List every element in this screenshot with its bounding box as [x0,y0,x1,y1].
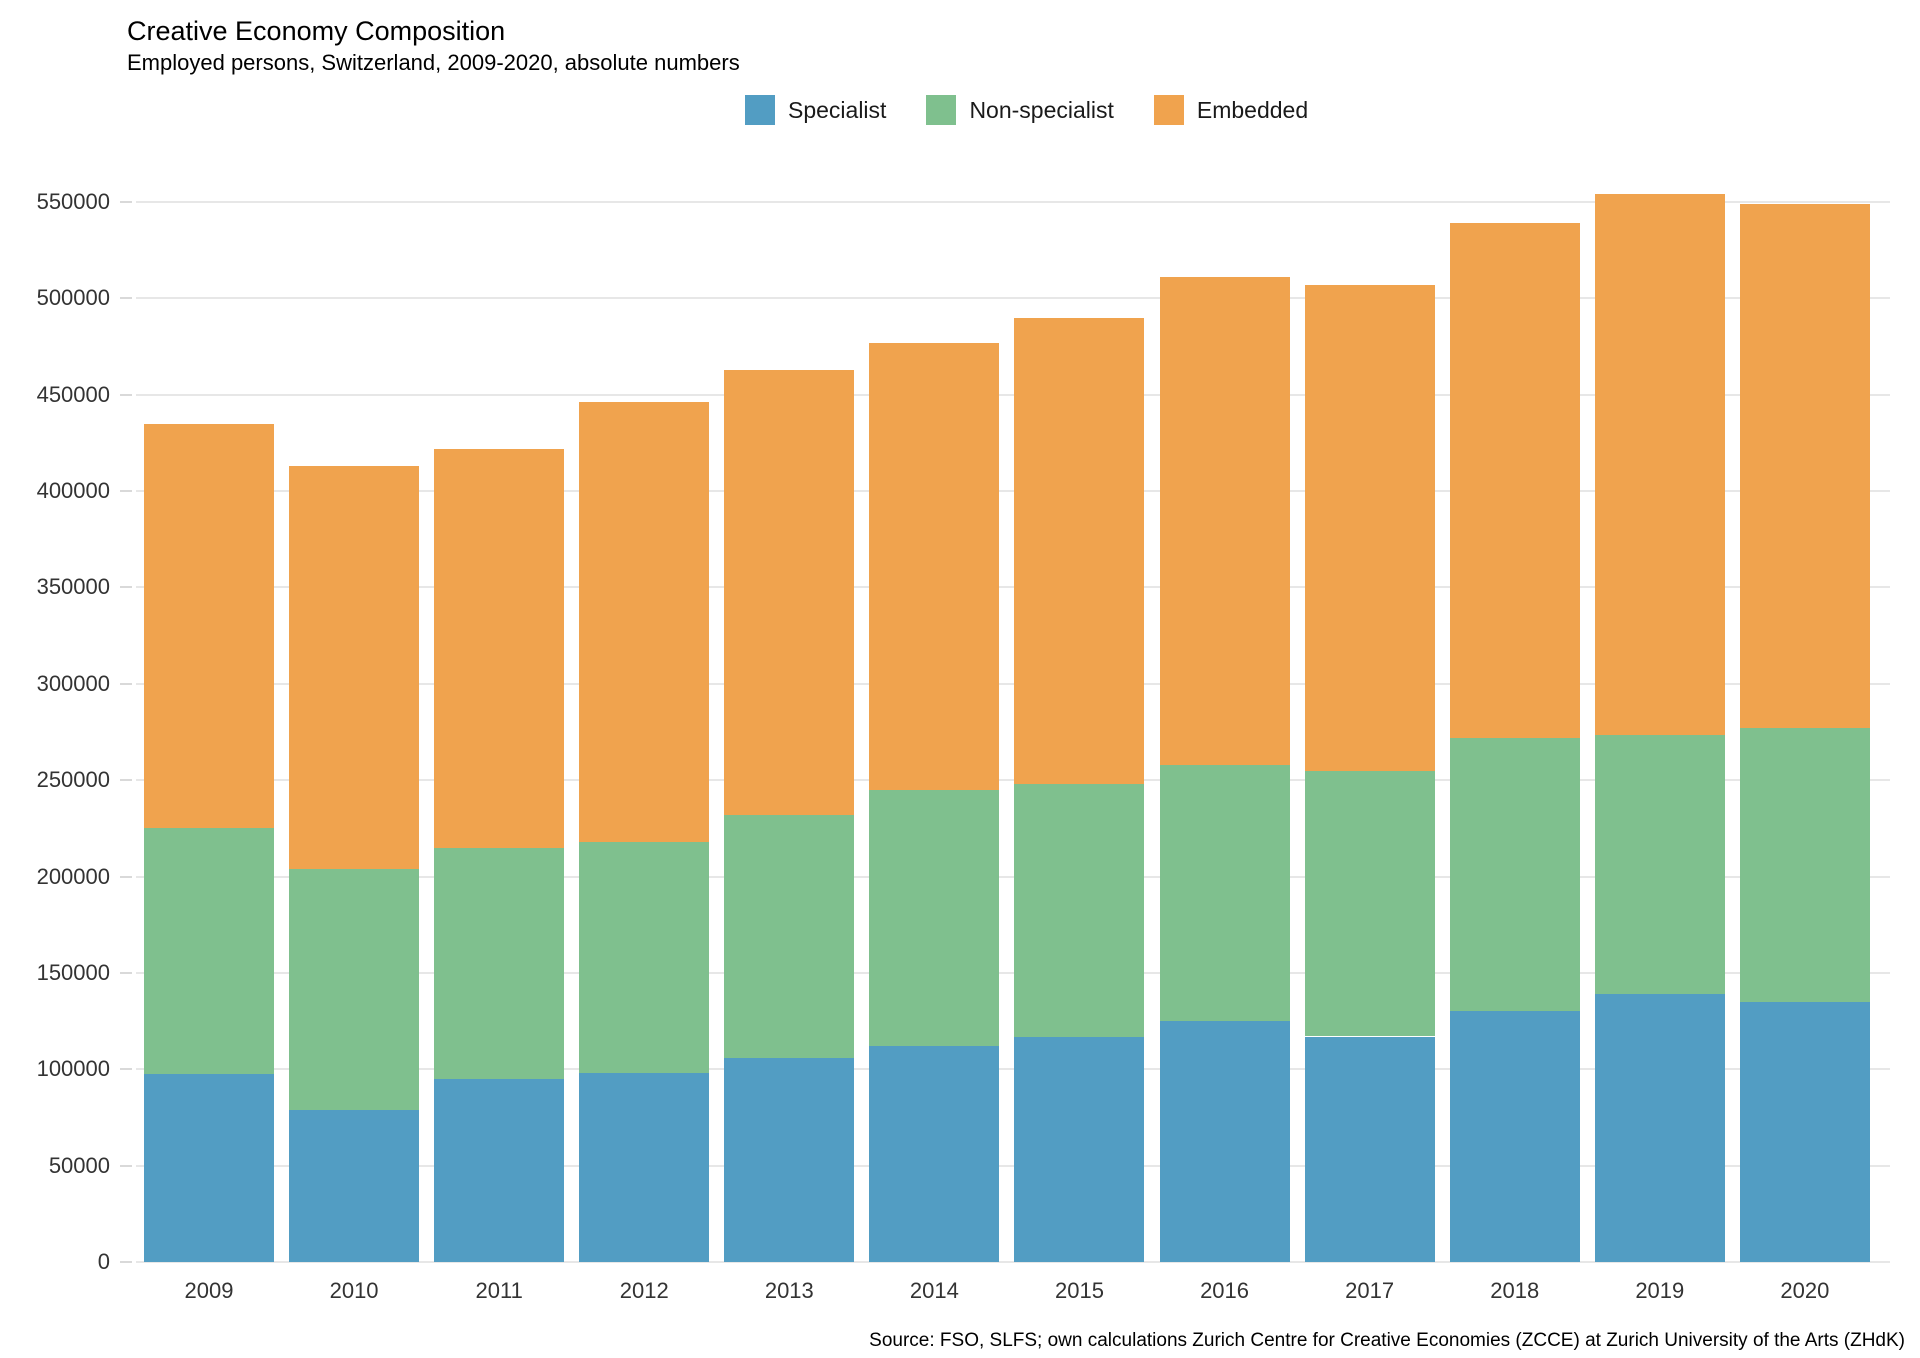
bar-2014-embedded [869,342,1000,790]
x-tick-label-2018: 2018 [1490,1278,1540,1303]
legend-swatch-icon [745,95,775,125]
legend-item-embedded: Embedded [1153,95,1309,125]
y-tick-label-400000: 400000 [36,478,110,504]
gridline-250000 [136,779,1890,782]
legend-item-non-specialist: Non-specialist [926,95,1114,125]
y-tick-label-550000: 550000 [36,189,110,214]
x-tick-label-2012: 2012 [619,1278,669,1303]
x-tick-label-2013: 2013 [764,1278,814,1303]
y-tick-label-100000: 100000 [36,1056,110,1082]
bar-2018-embedded [1449,223,1580,738]
y-tick-label-250000: 250000 [36,767,110,793]
bar-2015-specialist [1014,1036,1145,1262]
gridline-400000 [136,490,1890,493]
legend-item-specialist: Specialist [745,95,886,125]
legend: Specialist Non-specialist Embedded [745,95,1308,125]
legend-label: Non-specialist [969,96,1114,123]
bar-2016-non-specialist [1159,764,1290,1022]
bar-2017-non-specialist [1304,770,1435,1037]
y-tick-label-300000: 300000 [36,670,110,696]
y-tick-500000 [120,297,132,300]
y-tick-label-0: 0 [97,1249,110,1274]
y-tick-0 [120,1261,132,1263]
chart-title: Creative Economy Composition [127,16,506,46]
y-tick-label-200000: 200000 [36,863,110,889]
y-tick-label-150000: 150000 [36,959,110,985]
x-tick-label-2014: 2014 [909,1278,959,1303]
x-tick-label-2016: 2016 [1200,1278,1250,1303]
bar-2019-specialist [1594,994,1725,1262]
bar-2014-specialist [869,1046,1000,1262]
bar-2020-embedded [1739,203,1870,729]
chart-subtitle: Employed persons, Switzerland, 2009-2020… [127,50,740,75]
x-tick-label-2017: 2017 [1345,1278,1395,1303]
bar-2012-embedded [579,402,710,842]
y-tick-400000 [120,490,132,493]
y-tick-200000 [120,875,132,878]
x-tick-label-2010: 2010 [329,1278,379,1303]
y-tick-100000 [120,1068,132,1071]
bar-2011-non-specialist [434,847,565,1079]
y-tick-550000 [120,201,132,203]
bar-2010-specialist [289,1109,420,1262]
bar-2013-non-specialist [724,814,855,1058]
bar-2011-specialist [434,1078,565,1262]
gridline-50000 [136,1164,1890,1167]
y-tick-150000 [120,971,132,974]
bar-2019-non-specialist [1594,734,1725,995]
legend-swatch-icon [926,95,957,125]
bar-2012-specialist [579,1073,710,1262]
bar-2015-embedded [1014,317,1145,785]
y-tick-250000 [120,779,132,782]
bar-2020-specialist [1739,1001,1870,1262]
bar-2009-embedded [144,423,274,829]
gridline-550000 [136,201,1890,203]
bar-2016-specialist [1159,1021,1290,1262]
gridline-200000 [136,875,1890,878]
bar-2012-non-specialist [579,841,710,1074]
legend-label: Specialist [788,96,887,123]
gridline-300000 [136,682,1890,685]
y-tick-label-350000: 350000 [36,574,110,600]
bar-2014-non-specialist [869,789,1000,1047]
source-note: Source: FSO, SLFS; own calculations Zuri… [869,1330,1905,1351]
legend-label: Embedded [1196,96,1309,123]
y-tick-450000 [120,393,132,396]
y-tick-label-500000: 500000 [36,285,110,311]
gridline-500000 [136,297,1890,300]
bar-2010-embedded [289,466,420,869]
bar-2018-non-specialist [1449,737,1580,1012]
x-tick-label-2020: 2020 [1780,1278,1830,1303]
y-tick-label-50000: 50000 [48,1152,110,1178]
bar-2019-embedded [1594,194,1725,735]
y-tick-300000 [120,682,132,685]
bar-2009-non-specialist [144,828,274,1075]
gridline-100000 [136,1068,1890,1071]
gridline-0 [136,1261,1890,1263]
y-tick-label-450000: 450000 [36,381,110,407]
gridline-150000 [136,971,1890,974]
gridline-450000 [136,393,1890,396]
bar-2013-embedded [724,369,855,815]
bar-2018-specialist [1449,1011,1580,1262]
bar-2009-specialist [144,1074,274,1262]
y-tick-50000 [120,1164,132,1167]
bar-2017-embedded [1304,284,1435,771]
bar-2016-embedded [1159,277,1290,765]
x-tick-label-2011: 2011 [475,1278,523,1303]
x-tick-label-2015: 2015 [1054,1278,1104,1303]
bar-2013-specialist [724,1057,855,1262]
bar-2017-specialist [1304,1036,1435,1262]
x-tick-label-2019: 2019 [1635,1278,1685,1303]
bar-2020-non-specialist [1739,728,1870,1002]
y-tick-350000 [120,586,132,589]
bar-2015-non-specialist [1014,784,1145,1037]
x-tick-label-2009: 2009 [184,1278,234,1303]
bar-2010-non-specialist [289,868,420,1110]
legend-swatch-icon [1153,95,1184,125]
bar-2011-embedded [434,448,565,848]
gridline-350000 [136,586,1890,589]
